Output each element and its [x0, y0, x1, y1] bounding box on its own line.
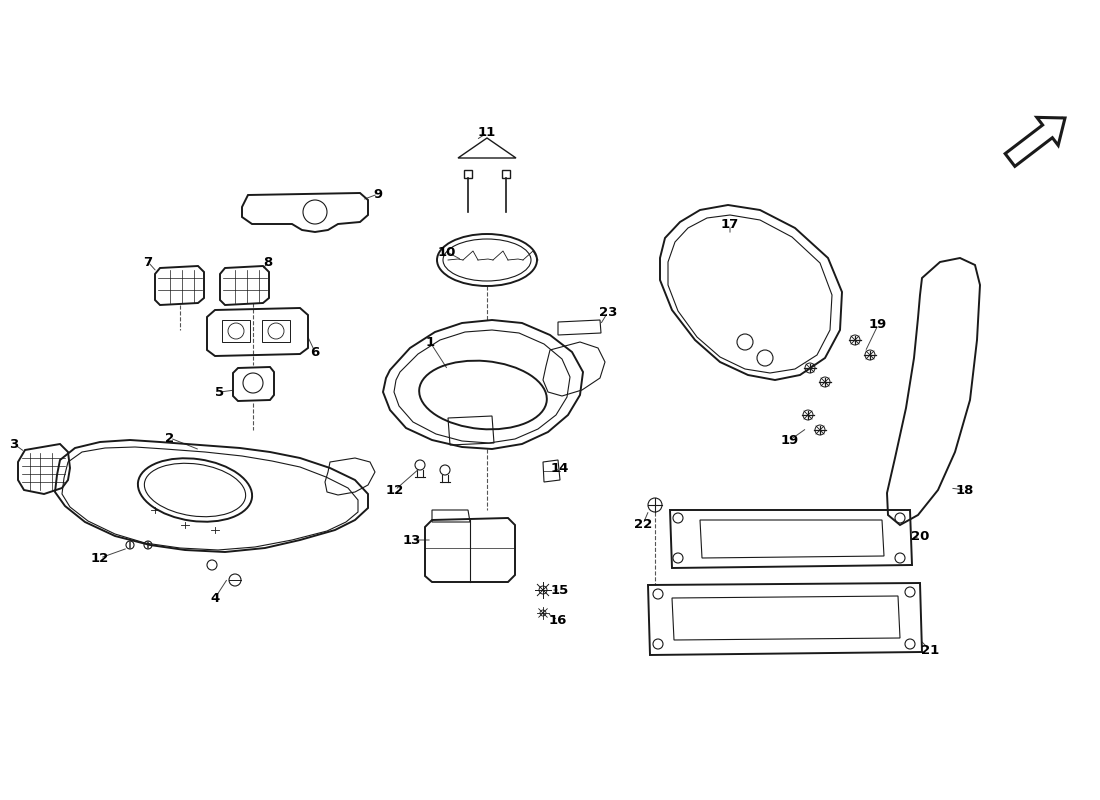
Text: 5: 5: [216, 386, 224, 398]
Text: 2: 2: [165, 431, 175, 445]
Text: 4: 4: [210, 591, 220, 605]
Text: 19: 19: [781, 434, 799, 446]
Text: 12: 12: [91, 551, 109, 565]
Text: 15: 15: [551, 583, 569, 597]
Text: 20: 20: [911, 530, 930, 542]
Text: 19: 19: [869, 318, 887, 331]
Text: 8: 8: [263, 255, 273, 269]
Bar: [262, 320, 290, 342]
Text: 1: 1: [426, 335, 434, 349]
Text: 23: 23: [598, 306, 617, 318]
Text: 18: 18: [956, 483, 975, 497]
Text: 16: 16: [549, 614, 568, 626]
Text: 11: 11: [477, 126, 496, 139]
Text: 10: 10: [438, 246, 456, 258]
Text: 21: 21: [921, 643, 939, 657]
Text: 3: 3: [10, 438, 19, 450]
Polygon shape: [1005, 118, 1065, 166]
Text: 13: 13: [403, 534, 421, 546]
Text: 22: 22: [634, 518, 652, 530]
Text: 9: 9: [373, 187, 383, 201]
Text: 12: 12: [386, 483, 404, 497]
Bar: [222, 320, 250, 342]
Text: 14: 14: [551, 462, 569, 474]
Text: 17: 17: [720, 218, 739, 231]
Text: 6: 6: [310, 346, 320, 358]
Text: 7: 7: [143, 255, 153, 269]
